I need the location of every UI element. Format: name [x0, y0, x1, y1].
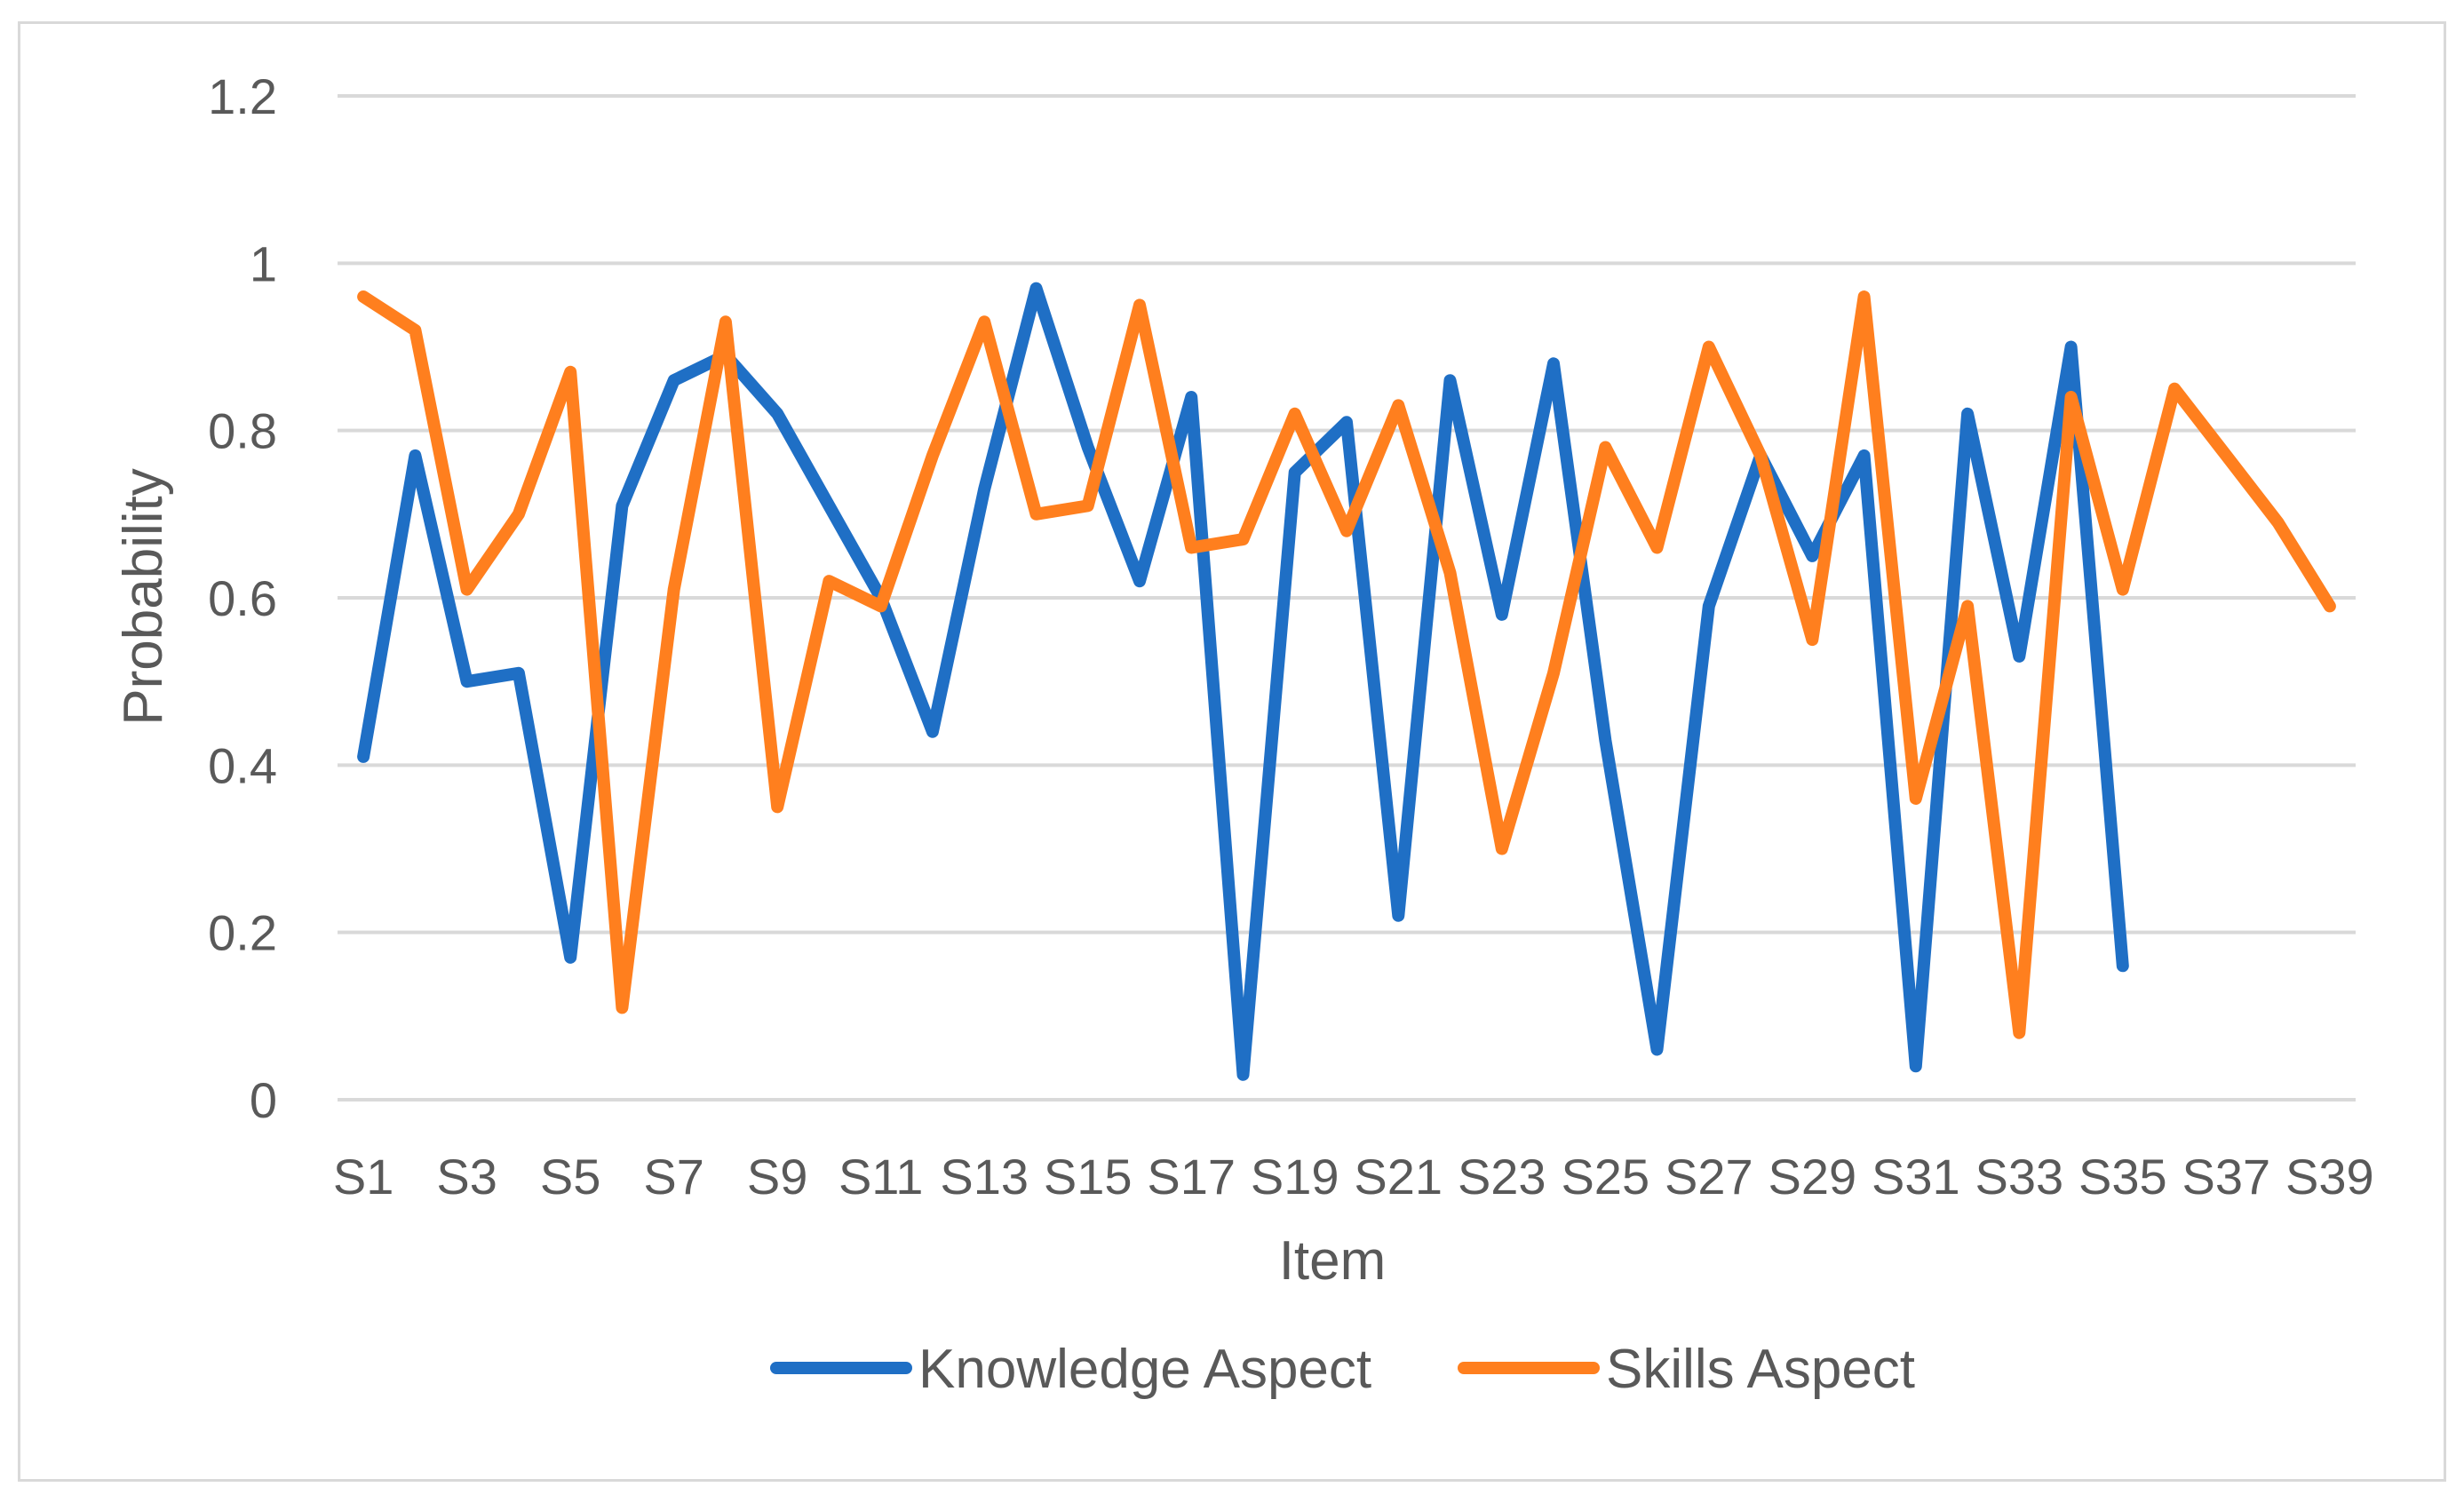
- x-tick-label: S25: [1561, 1149, 1649, 1205]
- x-tick-label: S31: [1872, 1149, 1960, 1205]
- x-tick-label: S11: [839, 1149, 923, 1205]
- y-axis-title: Probability: [113, 468, 174, 725]
- y-tick-label: 0.4: [208, 737, 277, 793]
- x-tick-label: S33: [1975, 1149, 2064, 1205]
- x-tick-label: S1: [333, 1149, 394, 1205]
- y-tick-label: 0: [250, 1072, 277, 1128]
- x-tick-label: S23: [1458, 1149, 1546, 1205]
- x-tick-label: S3: [436, 1149, 497, 1205]
- y-axis-ticks: 0 0.2 0.4 0.6 0.8 1 1.2: [208, 68, 277, 1128]
- series-lines: [357, 282, 2336, 1081]
- x-tick-label: S37: [2182, 1149, 2271, 1205]
- x-tick-label: S27: [1665, 1149, 1753, 1205]
- x-tick-label: S5: [540, 1149, 601, 1205]
- x-tick-label: S29: [1768, 1149, 1856, 1205]
- legend-knowledge-aspect-label: Knowledge Aspect: [918, 1339, 1371, 1400]
- x-tick-label: S21: [1354, 1149, 1443, 1205]
- legend: Knowledge Aspect Skills Aspect: [770, 1339, 1915, 1400]
- x-axis-ticks: S1 S3 S5 S7 S9 S11 S13 S15 S17 S19 S21 S23 S25 S27 S29…: [333, 1149, 2374, 1205]
- y-tick-label: 0.2: [208, 905, 277, 961]
- x-tick-label: S19: [1251, 1149, 1339, 1205]
- x-axis-title: Item: [1279, 1230, 1387, 1292]
- x-tick-label: S9: [747, 1149, 808, 1205]
- y-tick-label: 0.6: [208, 570, 277, 626]
- series-line-skills-aspect: [357, 290, 2336, 1039]
- x-tick-label: S39: [2285, 1149, 2374, 1205]
- x-tick-label: S17: [1147, 1149, 1236, 1205]
- y-tick-label: 0.8: [208, 403, 277, 459]
- legend-skills-aspect-label: Skills Aspect: [1606, 1339, 1915, 1400]
- x-tick-label: S15: [1044, 1149, 1133, 1205]
- y-tick-label: 1: [250, 235, 277, 291]
- x-tick-label: S7: [643, 1149, 704, 1205]
- x-tick-label: S13: [940, 1149, 1029, 1205]
- x-tick-label: S35: [2079, 1149, 2167, 1205]
- y-tick-label: 1.2: [208, 68, 277, 124]
